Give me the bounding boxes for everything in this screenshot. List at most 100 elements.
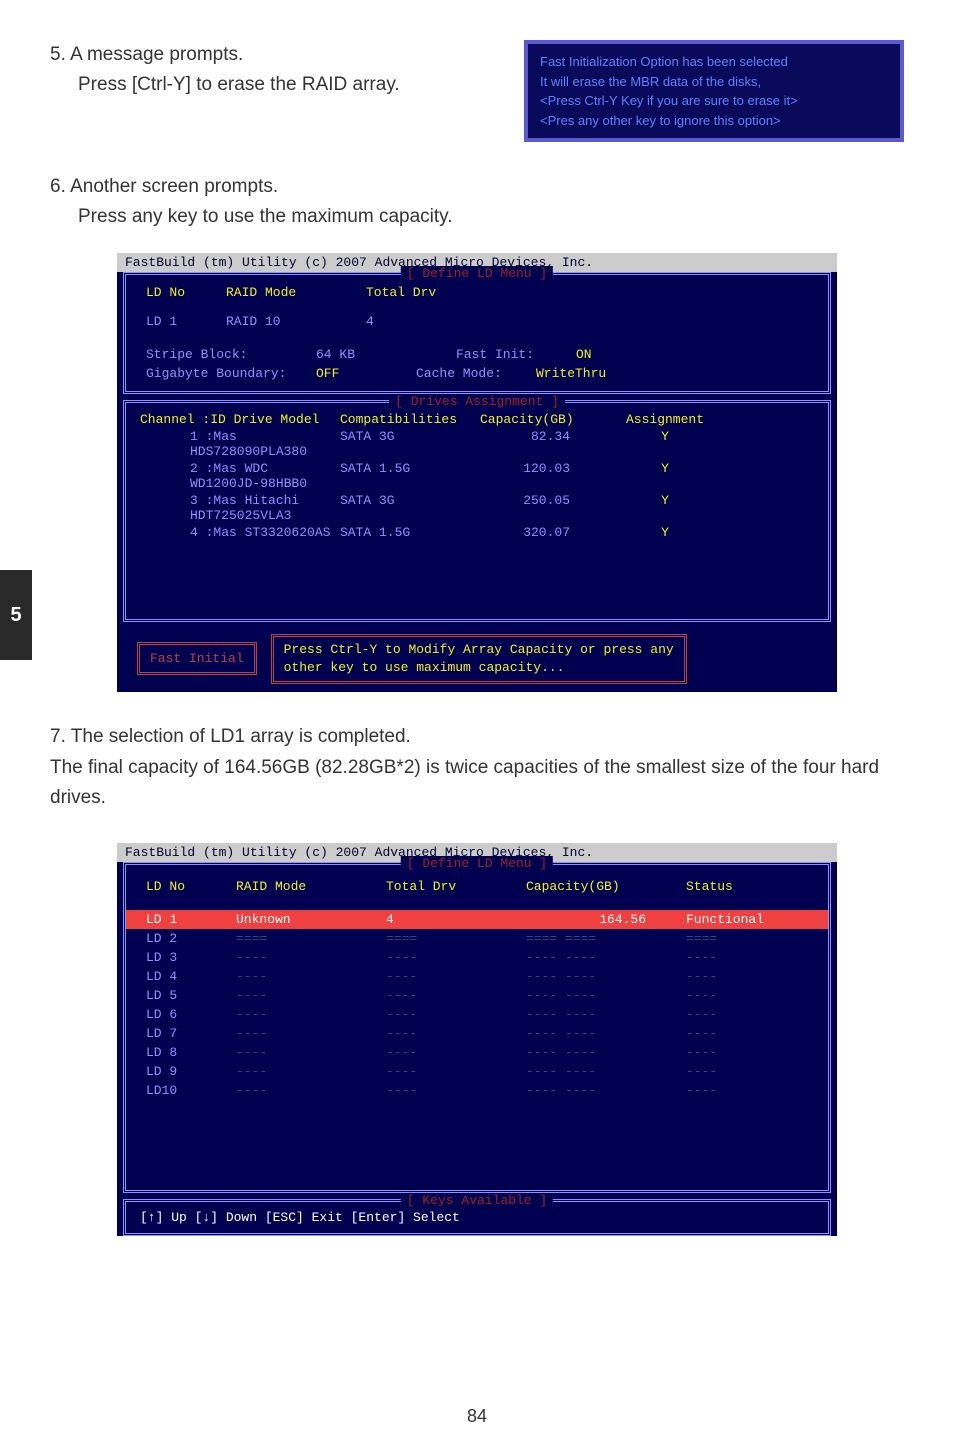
ld-no: LD 3 (146, 950, 236, 965)
ld-mode: ---- (236, 950, 386, 965)
ld-row[interactable]: LD 2 ==== ==== ==== ==== ==== (126, 929, 828, 948)
info-line: It will erase the MBR data of the disks, (540, 72, 888, 92)
ld-mode: ---- (236, 1045, 386, 1060)
ld-drv: ---- (386, 1026, 526, 1041)
ld-row[interactable]: LD 3 ---- ---- ---- ---- ---- (126, 948, 828, 967)
drv-value: 4 (366, 314, 466, 329)
cache-label: Cache Mode: (416, 366, 536, 381)
ld-no: LD 6 (146, 1007, 236, 1022)
step7-body: The final capacity of 164.56GB (82.28GB*… (50, 753, 904, 814)
ld-st: ---- (686, 1007, 806, 1022)
ld-row[interactable]: LD 6 ---- ---- ---- ---- ---- (126, 1005, 828, 1024)
fastinit-label: Fast Init: (456, 347, 576, 362)
drive-row: 1 :Mas HDS728090PLA380 SATA 3G 82.34 Y (126, 428, 828, 460)
drive-row: 2 :Mas WDC WD1200JD-98HBB0 SATA 1.5G 120… (126, 460, 828, 492)
drv-cap: 320.07 (480, 525, 600, 540)
ld-cap: 164.56 (526, 912, 686, 927)
section-label: [ Define LD Menu ] (401, 856, 553, 871)
section-label: [ Define LD Menu ] (401, 266, 553, 281)
ld-value: LD 1 (146, 314, 226, 329)
bios-screen-1: FastBuild (tm) Utility (c) 2007 Advanced… (117, 253, 837, 692)
ld-drv: ---- (386, 1007, 526, 1022)
t-cap-header: Capacity(GB) (526, 879, 686, 894)
drv-comp: SATA 1.5G (340, 525, 480, 540)
ld-row[interactable]: LD10 ---- ---- ---- ---- ---- (126, 1081, 828, 1100)
ld-cap: ---- ---- (526, 1045, 686, 1060)
ld-no: LD 8 (146, 1045, 236, 1060)
col-drv-header: Total Drv (366, 285, 466, 300)
bios2-define-ld-panel: [ Define LD Menu ] LD No RAID Mode Total… (123, 862, 831, 1193)
ld-drv: ---- (386, 1045, 526, 1060)
drv-asn: Y (600, 429, 730, 459)
fast-msg-line1: Press Ctrl-Y to Modify Array Capacity or… (284, 641, 674, 659)
drv-comp: SATA 3G (340, 493, 480, 523)
ld-row[interactable]: LD 4 ---- ---- ---- ---- ---- (126, 967, 828, 986)
page-content: 5. A message prompts. Press [Ctrl-Y] to … (0, 0, 954, 1296)
ld-cap: ---- ---- (526, 950, 686, 965)
ld-no: LD 9 (146, 1064, 236, 1079)
ld-mode: Unknown (236, 912, 386, 927)
step6-title: 6. Another screen prompts. (50, 172, 904, 202)
ld-drv: ---- (386, 950, 526, 965)
drv-ch: 3 :Mas Hitachi HDT725025VLA3 (140, 493, 340, 523)
info-line: <Press Ctrl-Y Key if you are sure to era… (540, 91, 888, 111)
stripe-value: 64 KB (316, 347, 456, 362)
drv-ch: 1 :Mas HDS728090PLA380 (140, 429, 340, 459)
ld-st: ---- (686, 1026, 806, 1041)
info-line: Fast Initialization Option has been sele… (540, 52, 888, 72)
t-ld-header: LD No (146, 879, 236, 894)
ld-drv: ---- (386, 1064, 526, 1079)
drv-cap: 250.05 (480, 493, 600, 523)
keys-label: [ Keys Available ] (401, 1193, 553, 1208)
ld-drv: ---- (386, 988, 526, 1003)
drv-asn: Y (600, 461, 730, 491)
ld-no: LD 4 (146, 969, 236, 984)
mode-value: RAID 10 (226, 314, 366, 329)
ld-mode: ==== (236, 931, 386, 946)
step5-title: 5. A message prompts. (50, 40, 494, 70)
drv-cap: 120.03 (480, 461, 600, 491)
step5-body: Press [Ctrl-Y] to erase the RAID array. (78, 70, 494, 100)
bios-screen-2: FastBuild (tm) Utility (c) 2007 Advanced… (117, 843, 837, 1236)
ld-drv: ---- (386, 969, 526, 984)
ld-row[interactable]: LD 7 ---- ---- ---- ---- ---- (126, 1024, 828, 1043)
step7-section: 7. The selection of LD1 array is complet… (50, 722, 904, 813)
col-mode-header: RAID Mode (226, 285, 366, 300)
ld-row[interactable]: LD 9 ---- ---- ---- ---- ---- (126, 1062, 828, 1081)
t-mode-header: RAID Mode (236, 879, 386, 894)
ld-row[interactable]: LD 5 ---- ---- ---- ---- ---- (126, 986, 828, 1005)
ld-status: Functional (686, 912, 806, 927)
t-st-header: Status (686, 879, 806, 894)
col-ld-header: LD No (146, 285, 226, 300)
drv-asn-header: Assignment (600, 412, 730, 427)
fast-msg-line2: other key to use maximum capacity... (284, 659, 674, 677)
drv-asn: Y (600, 493, 730, 523)
ld-mode: ---- (236, 1064, 386, 1079)
fast-initial-box: Fast Initial Press Ctrl-Y to Modify Arra… (137, 634, 687, 684)
ld-no: LD 1 (146, 912, 236, 927)
fast-initial-label: Fast Initial (137, 642, 257, 675)
ld-row-active[interactable]: LD 1 Unknown 4 164.56 Functional (126, 910, 828, 929)
gigabyte-value: OFF (276, 366, 416, 381)
ld-row[interactable]: LD 8 ---- ---- ---- ---- ---- (126, 1043, 828, 1062)
drive-row: 4 :Mas ST3320620AS SATA 1.5G 320.07 Y (126, 524, 828, 541)
side-tab: 5 (0, 570, 32, 660)
ld-no: LD 5 (146, 988, 236, 1003)
bios1-define-ld-panel: [ Define LD Menu ] LD No RAID Mode Total… (123, 272, 831, 394)
ld-st: ---- (686, 1064, 806, 1079)
ld-no: LD10 (146, 1083, 236, 1098)
step6-body: Press any key to use the maximum capacit… (78, 202, 904, 232)
drv-asn: Y (600, 525, 730, 540)
ld-drv: ---- (386, 1083, 526, 1098)
info-line: <Pres any other key to ignore this optio… (540, 111, 888, 131)
drv-cap-header: Capacity(GB) (480, 412, 600, 427)
drv-comp-header: Compatibilities (340, 412, 480, 427)
ld-mode: ---- (236, 1026, 386, 1041)
drv-comp: SATA 1.5G (340, 461, 480, 491)
ld-mode: ---- (236, 1007, 386, 1022)
ld-cap: ---- ---- (526, 1026, 686, 1041)
ld-st: ---- (686, 1045, 806, 1060)
cache-value: WriteThru (536, 366, 606, 381)
ld-st: ==== (686, 931, 806, 946)
ld-st: ---- (686, 950, 806, 965)
